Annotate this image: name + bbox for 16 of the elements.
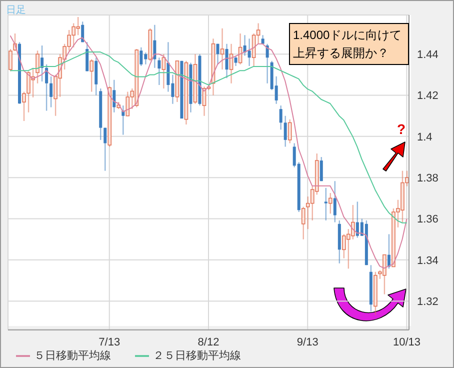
y-tick-label: 1.32	[417, 296, 438, 308]
legend-label: ５日移動平均線	[34, 350, 111, 362]
annotation: 1.4000ドルに向けて上昇する展開か？	[289, 23, 409, 65]
x-tick-label: 10/13	[392, 336, 421, 349]
y-tick-label: 1.44	[417, 49, 438, 62]
annotation: 日足	[6, 4, 26, 17]
x-tick-label: 9/13	[296, 336, 318, 349]
x-tick-label: 8/12	[198, 336, 220, 349]
annotation: ?	[397, 121, 406, 137]
y-tick-label: 1.42	[417, 90, 438, 102]
y-tick-label: 1.4	[417, 131, 432, 144]
legend-label: ２５日移動平均線	[153, 350, 241, 362]
y-tick-label: 1.36	[417, 214, 438, 226]
y-tick-label: 1.34	[417, 254, 438, 267]
x-tick-label: 7/13	[98, 336, 120, 349]
y-tick-label: 1.38	[417, 172, 438, 185]
